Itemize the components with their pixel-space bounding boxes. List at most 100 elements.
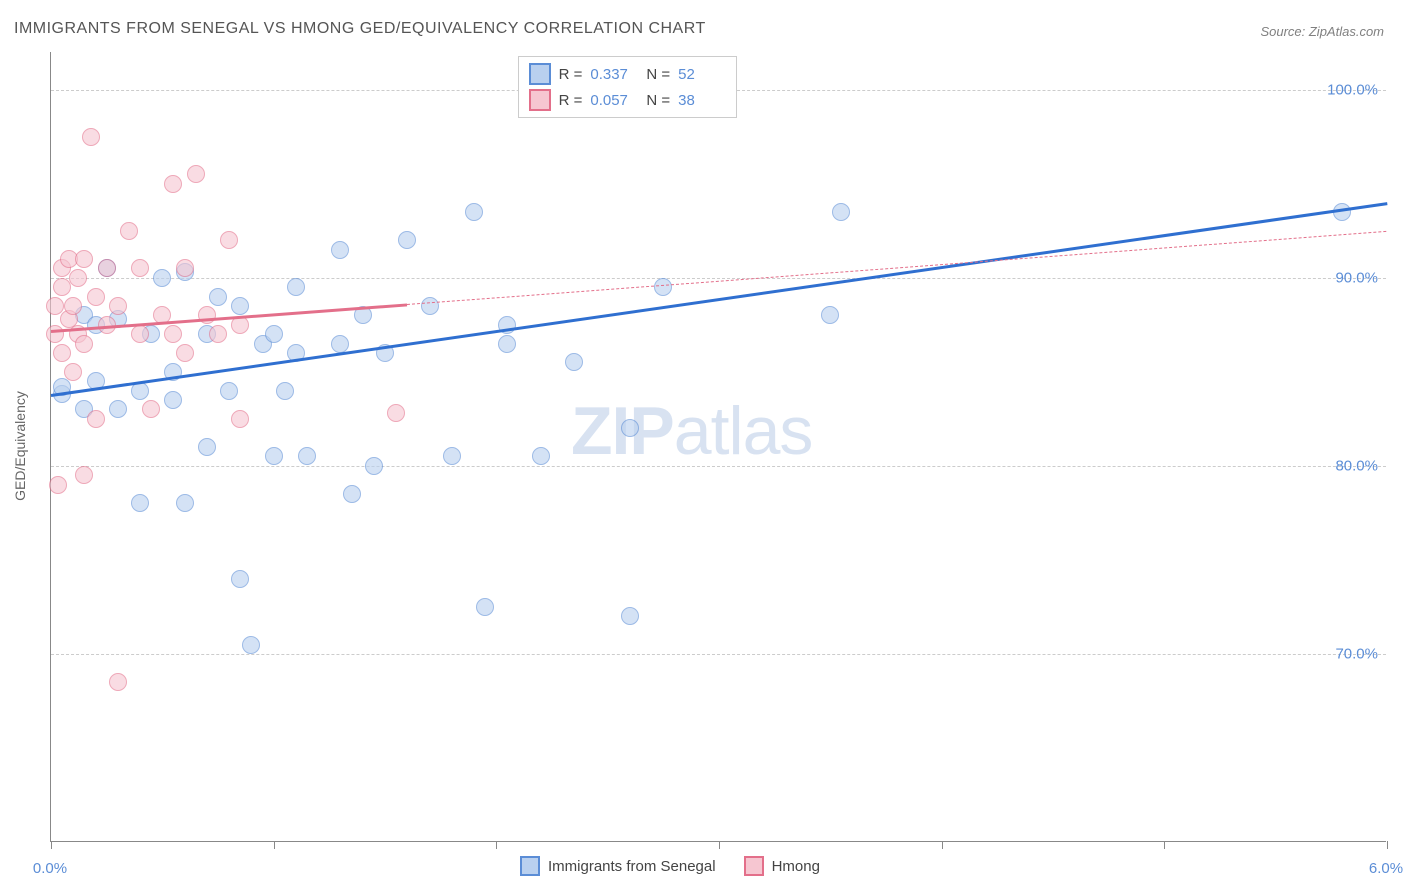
scatter-point xyxy=(231,570,249,588)
legend-r-label: R = xyxy=(559,66,583,83)
scatter-point xyxy=(231,297,249,315)
scatter-point xyxy=(265,447,283,465)
trend-line xyxy=(51,202,1387,397)
scatter-point xyxy=(231,410,249,428)
scatter-point xyxy=(209,288,227,306)
legend-row: R = 0.337 N = 52 xyxy=(529,61,727,87)
legend-swatch xyxy=(520,856,540,876)
gridline xyxy=(51,278,1386,279)
gridline xyxy=(51,466,1386,467)
scatter-point xyxy=(75,335,93,353)
scatter-point xyxy=(131,494,149,512)
legend-r-value: 0.337 xyxy=(590,66,638,83)
scatter-point xyxy=(142,400,160,418)
scatter-point xyxy=(365,457,383,475)
scatter-point xyxy=(265,325,283,343)
legend-label: Hmong xyxy=(772,858,820,875)
chart-title: IMMIGRANTS FROM SENEGAL VS HMONG GED/EQU… xyxy=(14,20,706,38)
scatter-point xyxy=(46,325,64,343)
scatter-point xyxy=(164,391,182,409)
scatter-point xyxy=(832,203,850,221)
legend-n-label: N = xyxy=(646,66,670,83)
scatter-point xyxy=(82,128,100,146)
scatter-point xyxy=(120,222,138,240)
legend-label: Immigrants from Senegal xyxy=(548,858,716,875)
scatter-point xyxy=(821,306,839,324)
chart-plot-area: ZIPatlas 70.0%80.0%90.0%100.0% xyxy=(50,52,1386,842)
scatter-point xyxy=(465,203,483,221)
scatter-point xyxy=(176,494,194,512)
legend-bottom: Immigrants from Senegal Hmong xyxy=(520,856,820,876)
scatter-point xyxy=(621,607,639,625)
legend-swatch xyxy=(744,856,764,876)
scatter-point xyxy=(276,382,294,400)
scatter-point xyxy=(131,325,149,343)
scatter-point xyxy=(298,447,316,465)
y-tick-label: 80.0% xyxy=(1335,457,1378,474)
scatter-point xyxy=(176,259,194,277)
scatter-point xyxy=(164,325,182,343)
scatter-point xyxy=(176,344,194,362)
scatter-point xyxy=(109,673,127,691)
scatter-point xyxy=(64,297,82,315)
scatter-point xyxy=(476,598,494,616)
scatter-point xyxy=(98,259,116,277)
legend-swatch xyxy=(529,89,551,111)
x-tick xyxy=(942,841,943,849)
scatter-point xyxy=(209,325,227,343)
x-tick xyxy=(719,841,720,849)
scatter-point xyxy=(443,447,461,465)
y-tick-label: 90.0% xyxy=(1335,269,1378,286)
legend-item: Hmong xyxy=(744,856,820,876)
scatter-point xyxy=(198,438,216,456)
scatter-point xyxy=(331,241,349,259)
legend-n-value: 38 xyxy=(678,92,726,109)
scatter-point xyxy=(398,231,416,249)
scatter-point xyxy=(498,335,516,353)
legend-n-label: N = xyxy=(646,92,670,109)
x-tick-label: 0.0% xyxy=(33,860,67,877)
y-axis-label: GED/Equivalency xyxy=(12,391,28,501)
legend-r-value: 0.057 xyxy=(590,92,638,109)
scatter-point xyxy=(131,259,149,277)
scatter-point xyxy=(421,297,439,315)
trend-line xyxy=(407,231,1387,305)
watermark-atlas: atlas xyxy=(674,393,813,469)
x-tick xyxy=(1387,841,1388,849)
scatter-point xyxy=(654,278,672,296)
scatter-point xyxy=(64,363,82,381)
scatter-point xyxy=(565,353,583,371)
scatter-point xyxy=(109,297,127,315)
x-tick-label: 6.0% xyxy=(1369,860,1403,877)
legend-item: Immigrants from Senegal xyxy=(520,856,716,876)
legend-correlation-box: R = 0.337 N = 52 R = 0.057 N = 38 xyxy=(518,56,738,118)
legend-n-value: 52 xyxy=(678,66,726,83)
scatter-point xyxy=(49,476,67,494)
scatter-point xyxy=(87,288,105,306)
scatter-point xyxy=(53,344,71,362)
scatter-point xyxy=(287,278,305,296)
scatter-point xyxy=(87,410,105,428)
scatter-point xyxy=(109,400,127,418)
scatter-point xyxy=(387,404,405,422)
y-tick-label: 100.0% xyxy=(1327,81,1378,98)
scatter-point xyxy=(220,231,238,249)
gridline xyxy=(51,654,1386,655)
scatter-point xyxy=(242,636,260,654)
scatter-point xyxy=(331,335,349,353)
x-tick xyxy=(51,841,52,849)
scatter-point xyxy=(343,485,361,503)
scatter-point xyxy=(187,165,205,183)
scatter-point xyxy=(164,175,182,193)
legend-row: R = 0.057 N = 38 xyxy=(529,87,727,113)
legend-r-label: R = xyxy=(559,92,583,109)
scatter-point xyxy=(621,419,639,437)
scatter-point xyxy=(69,269,87,287)
scatter-point xyxy=(532,447,550,465)
scatter-point xyxy=(153,269,171,287)
source-label: Source: ZipAtlas.com xyxy=(1260,24,1384,39)
x-tick xyxy=(1164,841,1165,849)
scatter-point xyxy=(75,466,93,484)
legend-swatch xyxy=(529,63,551,85)
scatter-point xyxy=(220,382,238,400)
